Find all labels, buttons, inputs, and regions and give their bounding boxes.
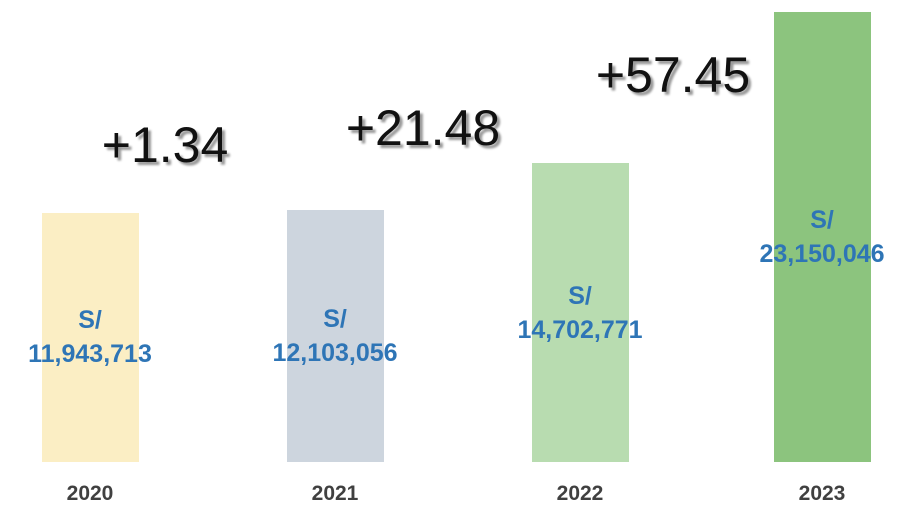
bar: [773, 12, 871, 462]
x-tick-label: 2020: [66, 482, 114, 505]
value-label: S/ 23,150,046: [759, 206, 885, 269]
bar: [41, 212, 139, 462]
x-tick-label: 2022: [556, 482, 604, 505]
value-label: S/ 14,702,771: [517, 281, 643, 344]
annotation: +21.48: [345, 100, 501, 156]
x-tick-label: 2023: [798, 482, 846, 505]
value-label: S/ 12,103,056: [272, 304, 398, 367]
bar: [531, 163, 629, 462]
x-tick-label: 2021: [311, 482, 359, 505]
value-label: S/ 11,943,713: [28, 306, 152, 369]
annotation: +1.34: [101, 117, 229, 173]
annotation: +57.45: [595, 47, 751, 103]
bar: [286, 209, 384, 462]
